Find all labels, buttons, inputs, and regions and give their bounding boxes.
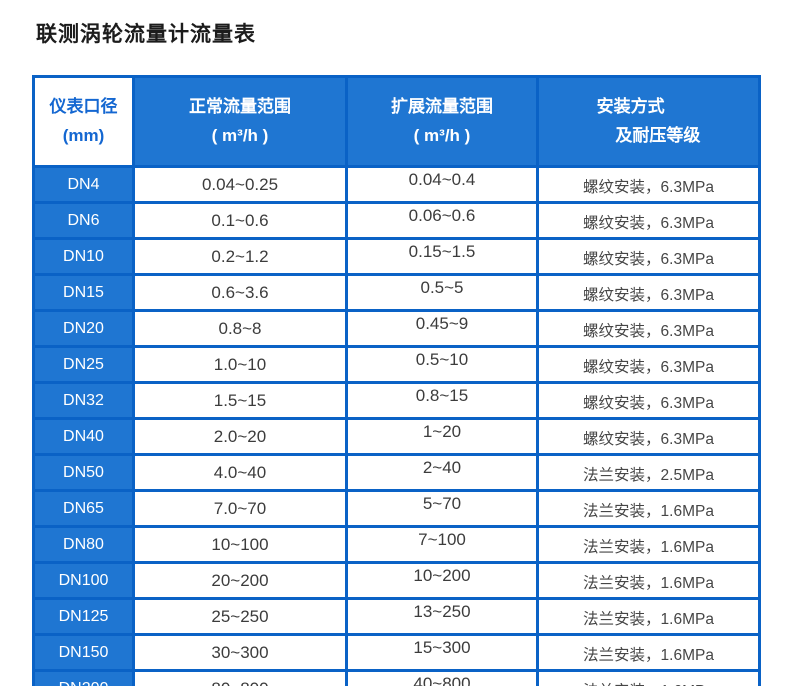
row-diameter-cell: DN32: [32, 381, 135, 420]
table-row: DN65 7.0~70 5~70 法兰安装，1.6MPa: [32, 489, 761, 528]
row-extended-range-cell: 13~250: [345, 597, 539, 636]
row-normal-range-cell: 20~200: [132, 561, 348, 600]
row-normal-range-cell: 0.2~1.2: [132, 237, 348, 276]
row-installation-cell: 法兰安装，1.6MPa: [536, 669, 761, 686]
table-row: DN50 4.0~40 2~40 法兰安装，2.5MPa: [32, 453, 761, 492]
header-extended-range-label: 扩展流量范围: [391, 97, 493, 117]
row-installation-cell: 螺纹安装，6.3MPa: [536, 345, 761, 384]
row-installation-cell: 螺纹安装，6.3MPa: [536, 165, 761, 204]
row-extended-range-cell: 0.5~10: [345, 345, 539, 384]
row-normal-range-cell: 0.04~0.25: [132, 165, 348, 204]
header-installation-label: 安装方式: [596, 97, 665, 117]
table-row: DN20 0.8~8 0.45~9 螺纹安装，6.3MPa: [32, 309, 761, 348]
row-normal-range-cell: 10~100: [132, 525, 348, 564]
row-normal-range-cell: 2.0~20: [132, 417, 348, 456]
table-row: DN150 30~300 15~300 法兰安装，1.6MPa: [32, 633, 761, 672]
row-normal-range-cell: 80~800: [132, 669, 348, 686]
row-diameter-cell: DN150: [32, 633, 135, 672]
row-installation-cell: 法兰安装，2.5MPa: [536, 453, 761, 492]
flow-rate-table: 仪表口径 (mm) 正常流量范围 ( m³/h ) 扩展流量范围 ( m³/h …: [32, 75, 761, 686]
header-diameter-unit: (mm): [62, 125, 105, 145]
table-row: DN20080~80040~800法兰安装，1.6MPa: [32, 669, 761, 686]
table-row: DN100 20~200 10~200 法兰安装，1.6MPa: [32, 561, 761, 600]
page-title: 联测涡轮流量计流量表: [36, 23, 256, 46]
row-normal-range-cell: 0.6~3.6: [132, 273, 348, 312]
row-normal-range-cell: 7.0~70: [132, 489, 348, 528]
row-normal-range-cell: 1.5~15: [132, 381, 348, 420]
row-diameter-cell: DN6: [32, 201, 135, 240]
row-extended-range-cell: 40~800: [345, 669, 539, 686]
table-row: DN4 0.04~0.25 0.04~0.4 螺纹安装，6.3MPa: [32, 165, 761, 204]
row-extended-range-cell: 7~100: [345, 525, 539, 564]
header-extended-range-unit: ( m³/h ): [413, 125, 471, 145]
header-extended-range: 扩展流量范围 ( m³/h ): [345, 75, 539, 168]
row-diameter-cell: DN125: [32, 597, 135, 636]
row-normal-range-cell: 30~300: [132, 633, 348, 672]
row-diameter-cell: DN80: [32, 525, 135, 564]
table-body: DN4 0.04~0.25 0.04~0.4 螺纹安装，6.3MPa DN6 0.1~0.…: [32, 165, 761, 686]
row-diameter-cell: DN40: [32, 417, 135, 456]
row-installation-cell: 法兰安装，1.6MPa: [536, 561, 761, 600]
row-installation-cell: 法兰安装，1.6MPa: [536, 597, 761, 636]
table-row: DN32 1.5~15 0.8~15 螺纹安装，6.3MPa: [32, 381, 761, 420]
row-diameter-cell: DN100: [32, 561, 135, 600]
row-normal-range-cell: 25~250: [132, 597, 348, 636]
row-diameter-cell: DN50: [32, 453, 135, 492]
header-installation-label2: 及耐压等级: [615, 125, 701, 145]
row-extended-range-cell: 0.8~15: [345, 381, 539, 420]
row-installation-cell: 法兰安装，1.6MPa: [536, 633, 761, 672]
header-diameter-label: 仪表口径: [49, 97, 118, 117]
row-diameter-cell: DN10: [32, 237, 135, 276]
row-diameter-cell: DN25: [32, 345, 135, 384]
table-row: DN80 10~100 7~100 法兰安装，1.6MPa: [32, 525, 761, 564]
row-installation-cell: 螺纹安装，6.3MPa: [536, 309, 761, 348]
header-diameter: 仪表口径 (mm): [32, 75, 135, 168]
row-extended-range-cell: 0.04~0.4: [345, 165, 539, 204]
header-normal-range-unit: ( m³/h ): [211, 125, 269, 145]
header-normal-range: 正常流量范围 ( m³/h ): [132, 75, 348, 168]
row-diameter-cell: DN15: [32, 273, 135, 312]
table-header: 仪表口径 (mm) 正常流量范围 ( m³/h ) 扩展流量范围 ( m³/h …: [32, 75, 761, 168]
row-extended-range-cell: 0.45~9: [345, 309, 539, 348]
row-extended-range-cell: 5~70: [345, 489, 539, 528]
header-row: 仪表口径 (mm) 正常流量范围 ( m³/h ) 扩展流量范围 ( m³/h …: [32, 75, 761, 168]
row-extended-range-cell: 0.06~0.6: [345, 201, 539, 240]
table-row: DN25 1.0~10 0.5~10 螺纹安装，6.3MPa: [32, 345, 761, 384]
row-installation-cell: 螺纹安装，6.3MPa: [536, 381, 761, 420]
row-installation-cell: 法兰安装，1.6MPa: [536, 525, 761, 564]
row-extended-range-cell: 1~20: [345, 417, 539, 456]
row-installation-cell: 法兰安装，1.6MPa: [536, 489, 761, 528]
row-normal-range-cell: 0.8~8: [132, 309, 348, 348]
row-diameter-cell: DN4: [32, 165, 135, 204]
table-row: DN15 0.6~3.6 0.5~5 螺纹安装，6.3MPa: [32, 273, 761, 312]
header-normal-range-label: 正常流量范围: [189, 97, 291, 117]
table-row: DN6 0.1~0.6 0.06~0.6 螺纹安装，6.3MPa: [32, 201, 761, 240]
row-extended-range-cell: 2~40: [345, 453, 539, 492]
row-extended-range-cell: 0.15~1.5: [345, 237, 539, 276]
table-row: DN40 2.0~20 1~20 螺纹安装，6.3MPa: [32, 417, 761, 456]
row-installation-cell: 螺纹安装，6.3MPa: [536, 237, 761, 276]
row-diameter-cell: DN20: [32, 309, 135, 348]
row-normal-range-cell: 0.1~0.6: [132, 201, 348, 240]
table-row: DN10 0.2~1.2 0.15~1.5 螺纹安装，6.3MPa: [32, 237, 761, 276]
row-extended-range-cell: 0.5~5: [345, 273, 539, 312]
row-extended-range-cell: 15~300: [345, 633, 539, 672]
table-row: DN125 25~250 13~250 法兰安装，1.6MPa: [32, 597, 761, 636]
row-extended-range-cell: 10~200: [345, 561, 539, 600]
header-installation: 安装方式 及耐压等级: [536, 75, 761, 168]
row-normal-range-cell: 1.0~10: [132, 345, 348, 384]
row-installation-cell: 螺纹安装，6.3MPa: [536, 273, 761, 312]
row-installation-cell: 螺纹安装，6.3MPa: [536, 417, 761, 456]
row-installation-cell: 螺纹安装，6.3MPa: [536, 201, 761, 240]
row-normal-range-cell: 4.0~40: [132, 453, 348, 492]
row-diameter-cell: DN65: [32, 489, 135, 528]
